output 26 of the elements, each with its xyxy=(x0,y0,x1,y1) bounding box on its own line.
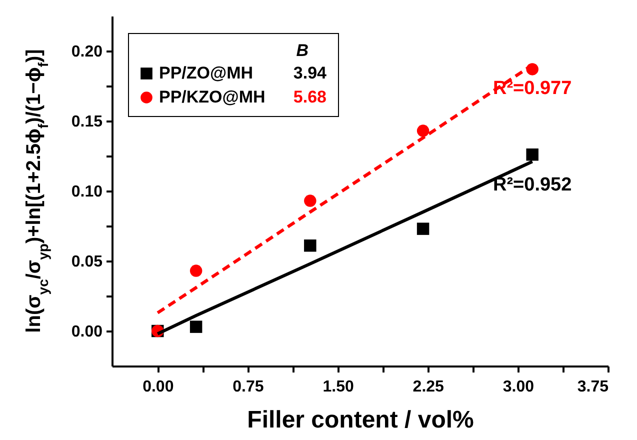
annotation: R²=0.977 xyxy=(492,78,572,99)
y-tick-label: 0.10 xyxy=(71,184,103,200)
annotation: 3.94 xyxy=(293,64,328,82)
annotation: 5.68 xyxy=(293,88,326,106)
legend-label: PP/ZO@MH xyxy=(159,64,254,82)
point xyxy=(416,124,430,137)
x-tick-label: 1.50 xyxy=(322,378,354,396)
x-tick-label: 0.75 xyxy=(232,378,264,396)
y-tick-label: 0.20 xyxy=(71,44,103,60)
point xyxy=(190,320,202,333)
annotation: R²=0.952 xyxy=(492,174,572,196)
x-tick-label: 3.75 xyxy=(577,378,609,396)
point xyxy=(526,148,538,161)
y-tick-label: 0.00 xyxy=(71,324,103,340)
x-tick-label: 2.25 xyxy=(412,378,444,396)
point xyxy=(416,222,430,235)
point xyxy=(190,264,202,277)
legend-label: PP/KZO@MH xyxy=(159,88,266,106)
x-axis-title: Filler content / vol% xyxy=(247,406,474,434)
point xyxy=(304,239,316,252)
y-tick-label: 0.05 xyxy=(71,254,103,270)
legend-title: B xyxy=(296,41,308,60)
x-tick-label: 3.00 xyxy=(502,378,534,396)
point xyxy=(304,194,316,207)
x-tick-label: 0.00 xyxy=(142,378,174,396)
y-tick-label: 0.15 xyxy=(71,114,103,130)
